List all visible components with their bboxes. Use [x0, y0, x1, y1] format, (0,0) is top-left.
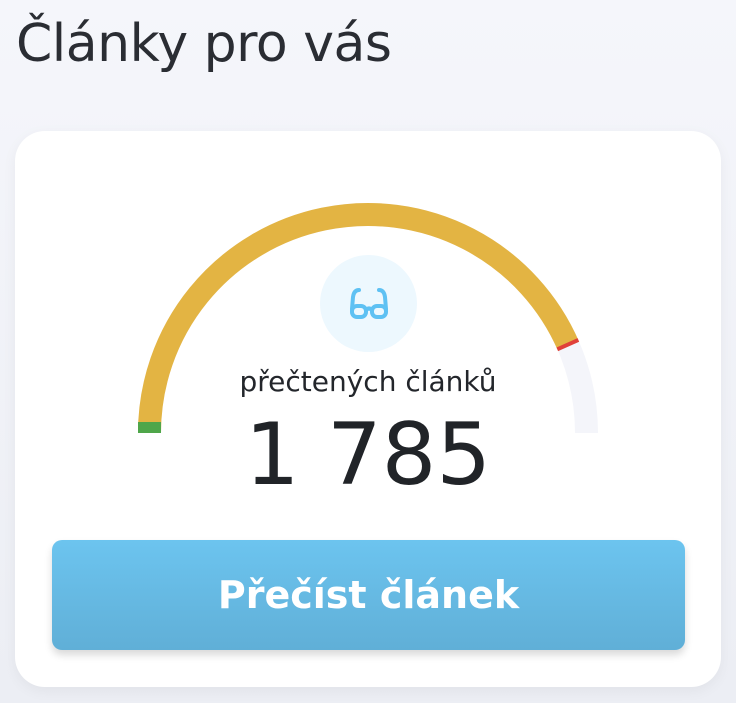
reading-gauge: [138, 203, 598, 434]
glasses-icon: [349, 287, 388, 319]
articles-card: přečtených článků 1 785 Přečíst článek: [15, 131, 721, 687]
gauge-fill: [138, 203, 580, 434]
page-title: Články pro vás: [16, 14, 392, 74]
gauge-label: přečtených článků: [239, 365, 497, 398]
gauge-end-marker: [556, 338, 580, 352]
glasses-icon-badge: [320, 255, 417, 352]
gauge-start-marker: [138, 422, 161, 433]
read-article-button[interactable]: Přečíst článek: [52, 540, 685, 650]
read-count: 1 785: [244, 405, 492, 505]
